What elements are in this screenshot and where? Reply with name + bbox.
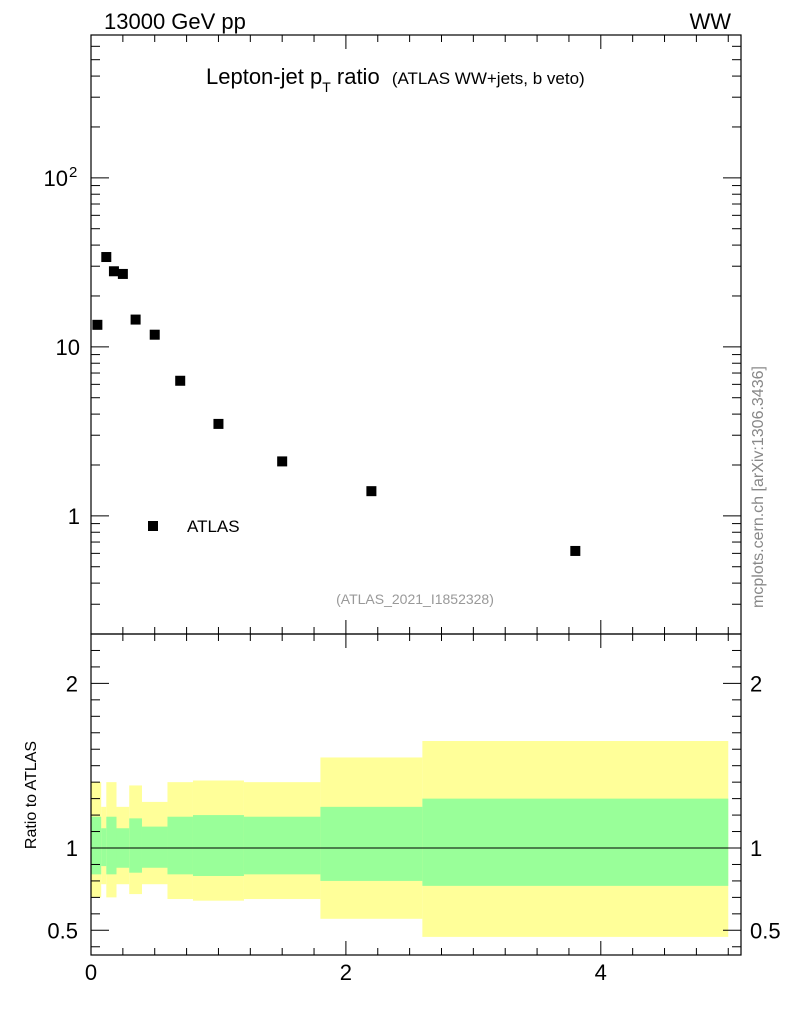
green-band-bin bbox=[192, 815, 244, 876]
data-point bbox=[175, 375, 186, 386]
x-tick-label: 4 bbox=[595, 960, 607, 985]
x-tick-label: 2 bbox=[340, 960, 352, 985]
green-band-bin bbox=[129, 818, 142, 873]
ratio-y-tick-label-left: 1 bbox=[66, 836, 78, 861]
chart-title-main2: ratio bbox=[331, 64, 380, 89]
ratio-axis-label: Ratio to ATLAS bbox=[23, 741, 40, 849]
legend-marker bbox=[148, 521, 158, 531]
ratio-y-tick-label-left: 0.5 bbox=[47, 918, 78, 943]
data-point bbox=[108, 266, 119, 277]
data-point bbox=[149, 329, 160, 340]
header-right: WW bbox=[689, 9, 731, 34]
data-point bbox=[101, 252, 112, 263]
data-point bbox=[130, 314, 141, 325]
analysis-id: (ATLAS_2021_I1852328) bbox=[336, 591, 494, 607]
data-point bbox=[277, 456, 288, 467]
main-frame-border bbox=[90, 34, 742, 635]
green-band-bin bbox=[141, 826, 168, 868]
data-point bbox=[213, 418, 224, 429]
data-point bbox=[366, 486, 377, 497]
green-band-bin bbox=[91, 816, 102, 875]
ratio-y-tick-label-right: 0.5 bbox=[750, 918, 781, 943]
data-point bbox=[92, 319, 103, 330]
green-band-bin bbox=[167, 816, 193, 875]
legend-label: ATLAS bbox=[187, 517, 240, 536]
side-label: mcplots.cern.ch [arXiv:1306.3436] bbox=[750, 366, 767, 608]
chart-title: Lepton-jet pT ratio (ATLAS WW+jets, b ve… bbox=[206, 64, 585, 95]
y-tick-label-exponent: 2 bbox=[69, 164, 77, 181]
y-tick-label: 10 bbox=[44, 166, 68, 191]
chart-title-main: Lepton-jet p bbox=[206, 64, 322, 89]
y-tick-label: 1 bbox=[68, 504, 80, 529]
ratio-y-tick-label-right: 1 bbox=[750, 836, 762, 861]
chart-title-paren: (ATLAS WW+jets, b veto) bbox=[392, 69, 585, 88]
green-band-bin bbox=[320, 806, 423, 881]
green-band-bin bbox=[243, 816, 321, 875]
green-band-bin bbox=[422, 798, 729, 886]
data-point bbox=[117, 268, 128, 279]
ratio-bands bbox=[91, 741, 741, 937]
green-band-bin bbox=[106, 816, 117, 875]
ratio-frame-border bbox=[90, 633, 742, 956]
y-tick-label: 10 bbox=[56, 335, 80, 360]
header-left: 13000 GeV pp bbox=[104, 9, 246, 34]
ratio-y-tick-label-left: 2 bbox=[66, 671, 78, 696]
ratio-plot-frame: 0.5 0.5 1 1 2 2 0 2 4 bbox=[47, 633, 781, 985]
x-tick-label: 0 bbox=[85, 960, 97, 985]
data-point bbox=[570, 545, 581, 556]
green-band-bin bbox=[101, 828, 107, 867]
chart-title-subscript: T bbox=[322, 79, 331, 95]
ratio-y-tick-label-right: 2 bbox=[750, 671, 762, 696]
